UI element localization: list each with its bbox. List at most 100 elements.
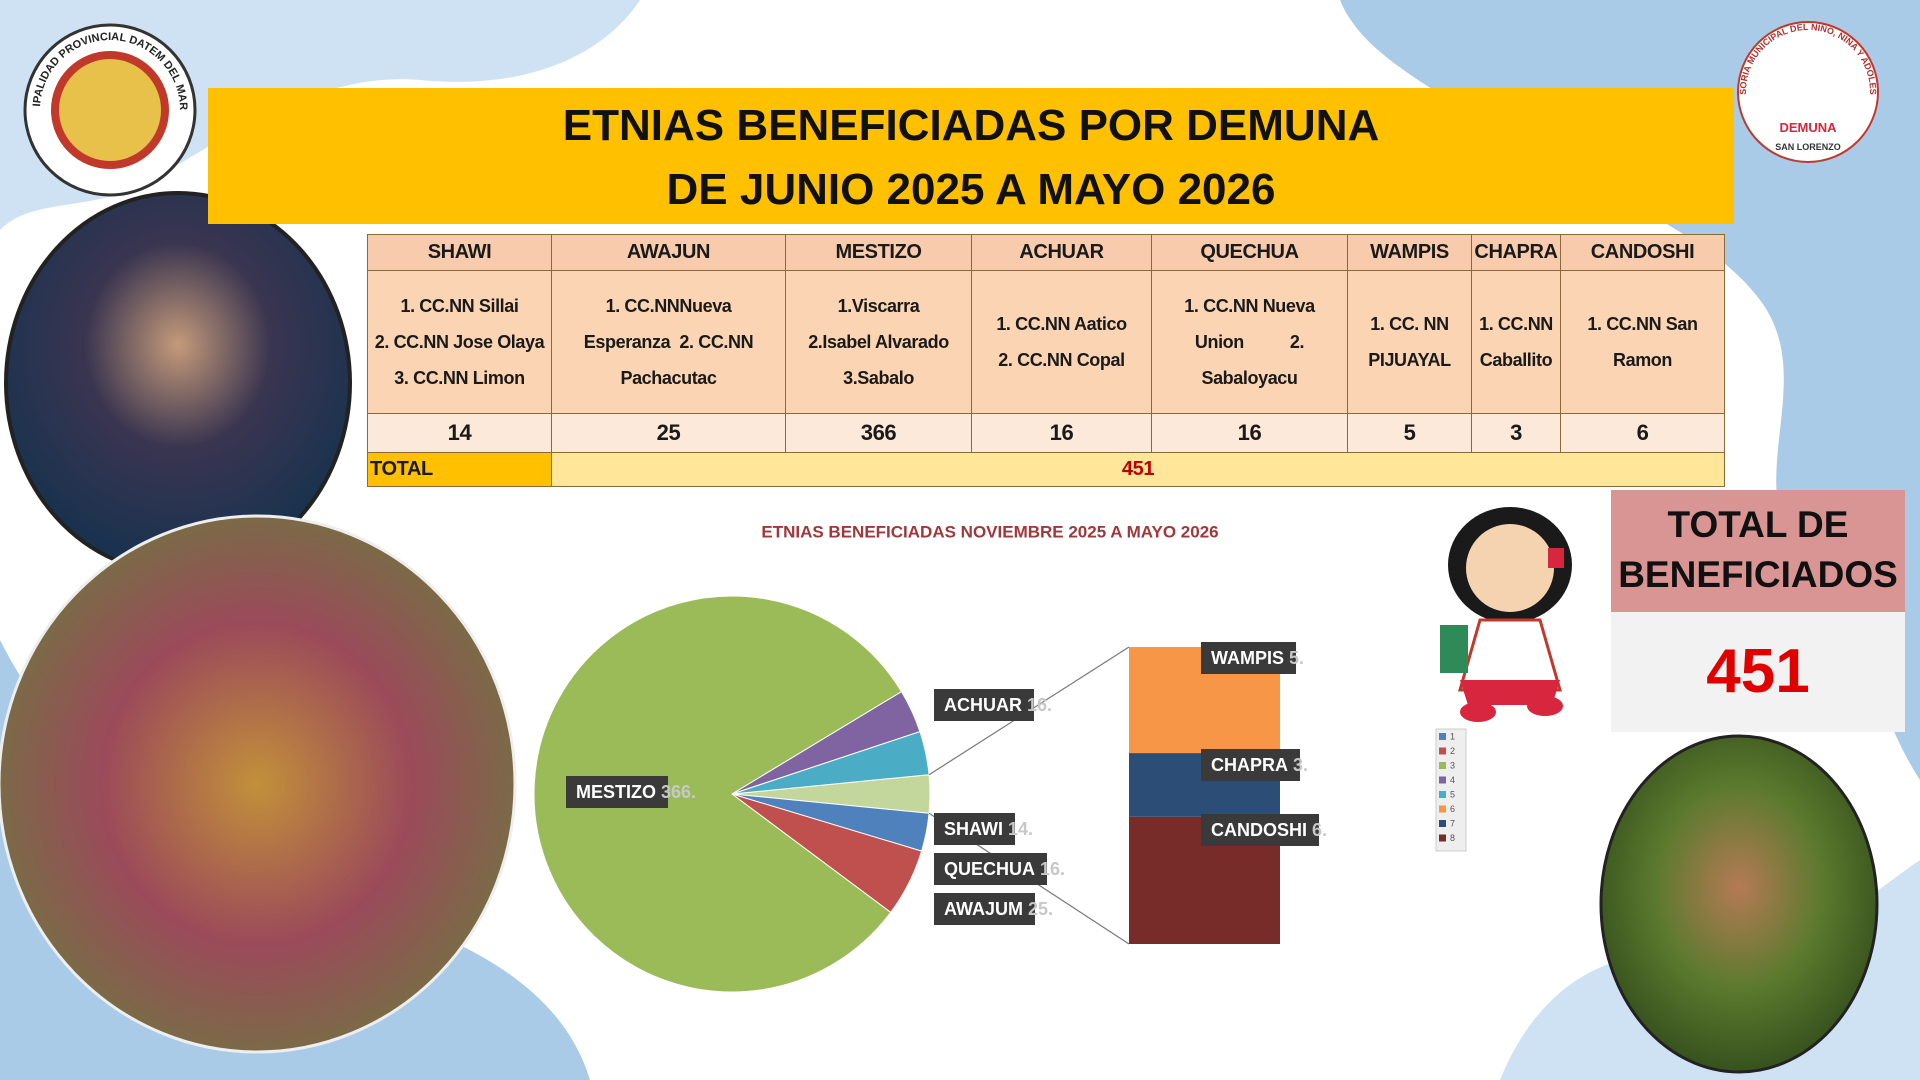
header-cell: QUECHUA (1151, 234, 1348, 271)
girl-flag (1548, 548, 1564, 568)
data-label-value: 366. (661, 782, 696, 802)
community-line: 2. CC.NN Copal (998, 350, 1125, 370)
logo-left-inner (51, 51, 169, 169)
summary-box: TOTAL DE BENEFICIADOS 451 (1611, 490, 1905, 732)
communities-cell: 1.Viscarra 2.Isabel Alvarado 3.Sabalo (785, 270, 972, 414)
total-label: TOTAL (367, 452, 552, 487)
data-label-category: AWAJUM (944, 899, 1023, 919)
logo-right-name: DEMUNA (1779, 120, 1837, 135)
header-cell: AWAJUN (551, 234, 786, 271)
legend-swatch (1439, 834, 1446, 842)
community-line: 1.Viscarra (837, 296, 920, 316)
communities-row: 1. CC.NN Sillai 2. CC.NN Jose Olaya 3. CC.… (367, 270, 1725, 414)
communities-cell: 1. CC.NN Caballito (1471, 270, 1561, 414)
legend-swatch (1439, 776, 1446, 784)
legend-label: 4 (1450, 775, 1455, 785)
data-label-category: WAMPIS (1211, 648, 1284, 668)
header-cell: SHAWI (367, 234, 552, 271)
total-row: TOTAL 451 (367, 452, 1725, 487)
legend-label: 1 (1450, 731, 1455, 741)
community-line: Esperanza 2. CC.NN (583, 332, 754, 352)
photo-man (1599, 734, 1879, 1074)
community-line: 1. CC.NN (1479, 314, 1553, 334)
data-label: WAMPIS 5. (1201, 642, 1304, 674)
legend-swatch (1439, 733, 1446, 740)
count-cell: 3 (1471, 413, 1561, 453)
summary-title-line: BENEFICIADOS (1618, 554, 1898, 595)
legend-label: 5 (1450, 789, 1455, 799)
ethnic-table: SHAWI AWAJUN MESTIZO ACHUAR QUECHUA WAMPIS CHA… (367, 234, 1725, 487)
data-label-box (1201, 814, 1320, 846)
chart-title: ETNIAS BENEFICIADAS NOVIEMBRE 2025 A MAY… (761, 522, 1218, 541)
header-cell: CANDOSHI (1560, 234, 1725, 271)
data-label-text: ACHUAR 16. (944, 695, 1052, 715)
total-value: 451 (551, 452, 1725, 487)
count-cell: 16 (1151, 413, 1348, 453)
data-label-box (934, 813, 1016, 845)
community-line: 1. CC.NN San (1587, 314, 1698, 334)
data-label-value: 6. (1312, 820, 1327, 840)
summary-total: 451 (1611, 612, 1905, 732)
community-line: 3.Sabalo (843, 368, 914, 388)
count-cell: 5 (1347, 413, 1472, 453)
legend-label: 7 (1450, 818, 1455, 828)
legend-swatch (1439, 762, 1446, 769)
community-line: 2.Isabel Alvarado (808, 332, 949, 352)
data-label-box (934, 853, 1048, 885)
communities-cell: 1. CC.NN Sillai 2. CC.NN Jose Olaya 3. CC.… (367, 270, 552, 414)
title-line: DE JUNIO 2025 A MAYO 2026 (666, 165, 1276, 214)
header-row: SHAWI AWAJUN MESTIZO ACHUAR QUECHUA WAMPIS CHA… (367, 234, 1725, 271)
summary-title-line: TOTAL DE (1667, 504, 1849, 545)
community-line: 1. CC. NN (1370, 314, 1449, 334)
data-label-text: MESTIZO 366. (576, 782, 696, 802)
communities-cell: 1. CC.NN Aatico 2. CC.NN Copal (971, 270, 1152, 414)
data-label-category: SHAWI (944, 819, 1003, 839)
title-banner: ETNIAS BENEFICIADAS POR DEMUNA DE JUNIO … (208, 88, 1734, 224)
data-label-box (934, 689, 1034, 721)
data-label-category: ACHUAR (944, 695, 1022, 715)
title-line: ETNIAS BENEFICIADAS POR DEMUNA (562, 101, 1380, 150)
data-label: ACHUAR 16. (934, 689, 1052, 721)
data-label-value: 3. (1293, 755, 1308, 775)
community-line: Ramon (1612, 350, 1672, 370)
data-label: AWAJUM 25. (934, 893, 1053, 925)
data-label-text: AWAJUM 25. (944, 899, 1053, 919)
photo-group (0, 514, 517, 1054)
community-line: 1. CC.NN Nueva (1184, 296, 1315, 316)
legend-swatch (1439, 791, 1446, 798)
legend-swatch (1439, 805, 1446, 813)
girl-shoe (1527, 696, 1563, 716)
data-label: QUECHUA 16. (934, 853, 1065, 885)
data-label: CHAPRA 3. (1201, 749, 1308, 781)
communities-cell: 1. CC.NN San Ramon (1560, 270, 1725, 414)
data-label-box (566, 776, 668, 808)
legend-label: 3 (1450, 760, 1455, 770)
data-label: MESTIZO 366. (566, 776, 696, 808)
legend-box (1435, 728, 1467, 852)
summary-title: TOTAL DE BENEFICIADOS (1611, 490, 1905, 612)
legend-label: 8 (1450, 833, 1455, 843)
community-line: 1. CC.NN Aatico (996, 314, 1127, 334)
communities-cell: 1. CC.NNNueva Esperanza 2. CC.NN Pachacuta… (551, 270, 786, 414)
community-line: 3. CC.NN Limon (394, 368, 525, 388)
blob (1340, 0, 1920, 780)
legend-label: 2 (1450, 746, 1455, 756)
data-label-value: 16. (1040, 859, 1065, 879)
count-cell: 16 (971, 413, 1152, 453)
data-label: CANDOSHI 6. (1201, 814, 1327, 846)
data-label: SHAWI 14. (934, 813, 1033, 845)
data-label-category: MESTIZO (576, 782, 656, 802)
community-line: Caballito (1479, 350, 1553, 370)
count-cell: 6 (1560, 413, 1725, 453)
data-label-value: 5. (1289, 648, 1304, 668)
counts-row: 14 25 366 16 16 5 3 6 (367, 413, 1725, 453)
data-label-category: CHAPRA (1211, 755, 1288, 775)
community-line: Union 2. (1194, 332, 1305, 352)
header-cell: CHAPRA (1471, 234, 1561, 271)
girl-shoe (1460, 702, 1496, 722)
data-label-value: 16. (1027, 695, 1052, 715)
legend-swatch (1439, 747, 1446, 755)
header-cell: MESTIZO (785, 234, 972, 271)
